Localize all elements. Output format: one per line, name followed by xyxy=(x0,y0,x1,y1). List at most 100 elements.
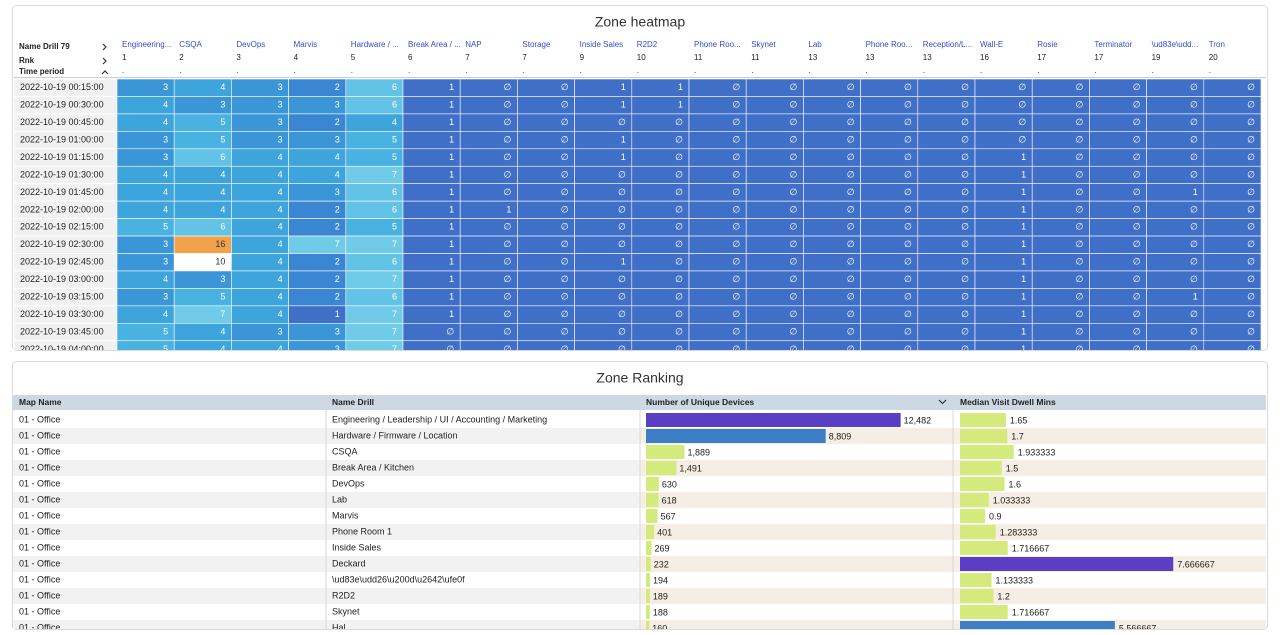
cell-label: ∅ xyxy=(790,239,798,249)
cell-label: ∅ xyxy=(732,117,740,127)
cell-label: ∅ xyxy=(904,204,912,214)
cell-label: ∅ xyxy=(1247,239,1255,249)
cell-label: ∅ xyxy=(561,257,569,267)
cell-label: ∅ xyxy=(618,326,626,336)
dwell-label: 1.2 xyxy=(997,591,1010,601)
cell-label: ∅ xyxy=(904,117,912,127)
cell-label: ∅ xyxy=(1190,169,1198,179)
column-placeholder: . xyxy=(408,66,410,75)
column-label[interactable]: Engineering... xyxy=(122,40,171,49)
dwell-bar xyxy=(960,573,992,587)
column-placeholder: . xyxy=(808,66,810,75)
column-placeholder: . xyxy=(580,66,582,75)
zone-name: Marvis xyxy=(332,510,359,520)
cell-label: ∅ xyxy=(732,344,740,354)
cell-label: 6 xyxy=(392,257,397,267)
column-label[interactable]: Break Area / ... xyxy=(408,40,461,49)
column-label[interactable]: Storage xyxy=(522,40,551,49)
cell-label: ∅ xyxy=(847,117,855,127)
cell-label: ∅ xyxy=(847,239,855,249)
rank-header: Rnk xyxy=(19,56,35,65)
cell-label: 1 xyxy=(449,187,454,197)
cell-label: 1 xyxy=(449,134,454,144)
cell-label: ∅ xyxy=(1133,100,1141,110)
column-label[interactable]: DevOps xyxy=(236,40,265,49)
dwell-bar xyxy=(960,525,996,539)
header-arrows[interactable] xyxy=(101,43,109,75)
column-label[interactable]: Marvis xyxy=(294,40,318,49)
cell-label: 1 xyxy=(1021,222,1026,232)
devices-label: 567 xyxy=(661,511,676,521)
cell-label: ∅ xyxy=(504,152,512,162)
cell-label: 6 xyxy=(392,82,397,92)
cell-label: ∅ xyxy=(1018,100,1026,110)
column-label[interactable]: R2D2 xyxy=(637,40,658,49)
column-label[interactable]: Rosie xyxy=(1037,40,1058,49)
cell-label: ∅ xyxy=(790,117,798,127)
column-label[interactable]: \ud83e\udd... xyxy=(1152,40,1199,49)
cell-label: 4 xyxy=(335,169,340,179)
cell-label: ∅ xyxy=(1190,257,1198,267)
cell-label: 4 xyxy=(220,326,225,336)
devices-bar xyxy=(646,445,685,459)
cell-label: ∅ xyxy=(961,222,969,232)
cell-label: ∅ xyxy=(847,257,855,267)
cell-label: ∅ xyxy=(1133,82,1141,92)
cell-label: ∅ xyxy=(847,100,855,110)
column-label[interactable]: Inside Sales xyxy=(580,40,624,49)
cell-label: 16 xyxy=(215,239,225,249)
cell-label: 6 xyxy=(220,222,225,232)
cell-label: ∅ xyxy=(1076,344,1084,354)
cell-label: ∅ xyxy=(1076,117,1084,127)
column-label[interactable]: CSQA xyxy=(179,40,202,49)
devices-bar xyxy=(646,605,650,619)
column-rank: 7 xyxy=(465,53,470,62)
cell-label: ∅ xyxy=(618,187,626,197)
column-placeholder: . xyxy=(866,66,868,75)
column-label[interactable]: NAP xyxy=(465,40,481,49)
column-label[interactable]: Phone Roo... xyxy=(866,40,913,49)
cell-label: 4 xyxy=(163,187,168,197)
cell-label: ∅ xyxy=(1076,292,1084,302)
cell-label: ∅ xyxy=(790,274,798,284)
time-label: 2022-10-19 03:30:00 xyxy=(20,309,104,319)
devices-bar xyxy=(646,621,650,629)
cell-label: ∅ xyxy=(847,326,855,336)
cell-label: 1 xyxy=(449,100,454,110)
column-label[interactable]: Terminator xyxy=(1094,40,1132,49)
column-label[interactable]: Tron xyxy=(1209,40,1225,49)
cell-label: 1 xyxy=(335,309,340,319)
cell-label: ∅ xyxy=(675,239,683,249)
cell-label: 4 xyxy=(278,222,283,232)
cell-label: ∅ xyxy=(961,257,969,267)
devices-bar xyxy=(646,477,659,491)
cell-label: ∅ xyxy=(1133,292,1141,302)
cell-label: ∅ xyxy=(790,82,798,92)
column-placeholder: . xyxy=(1094,66,1096,75)
dwell-bar xyxy=(960,509,986,523)
column-label[interactable]: Phone Roo... xyxy=(694,40,741,49)
column-label[interactable]: Hardware / ... xyxy=(351,40,399,49)
cell-label: ∅ xyxy=(961,292,969,302)
cell-label: ∅ xyxy=(1076,100,1084,110)
column-label[interactable]: Reception/L... xyxy=(923,40,972,49)
cell-label: ∅ xyxy=(732,222,740,232)
map-name: 01 - Office xyxy=(19,510,60,520)
cell-label: ∅ xyxy=(618,239,626,249)
cell-label: ∅ xyxy=(732,309,740,319)
cell-label: 1 xyxy=(1021,152,1026,162)
cell-label: ∅ xyxy=(961,239,969,249)
cell-label: ∅ xyxy=(1247,326,1255,336)
map-name: 01 - Office xyxy=(19,462,60,472)
cell-label: ∅ xyxy=(675,309,683,319)
column-label[interactable]: Lab xyxy=(808,40,822,49)
sort-icon[interactable] xyxy=(938,399,947,405)
dwell-label: 1.5 xyxy=(1006,463,1019,473)
devices-bar xyxy=(646,413,901,427)
cell-label: ∅ xyxy=(675,169,683,179)
column-label[interactable]: Wall-E xyxy=(980,40,1003,49)
column-label[interactable]: Skynet xyxy=(751,40,776,49)
cell-label: ∅ xyxy=(504,274,512,284)
cell-label: ∅ xyxy=(675,222,683,232)
cell-label: ∅ xyxy=(732,204,740,214)
